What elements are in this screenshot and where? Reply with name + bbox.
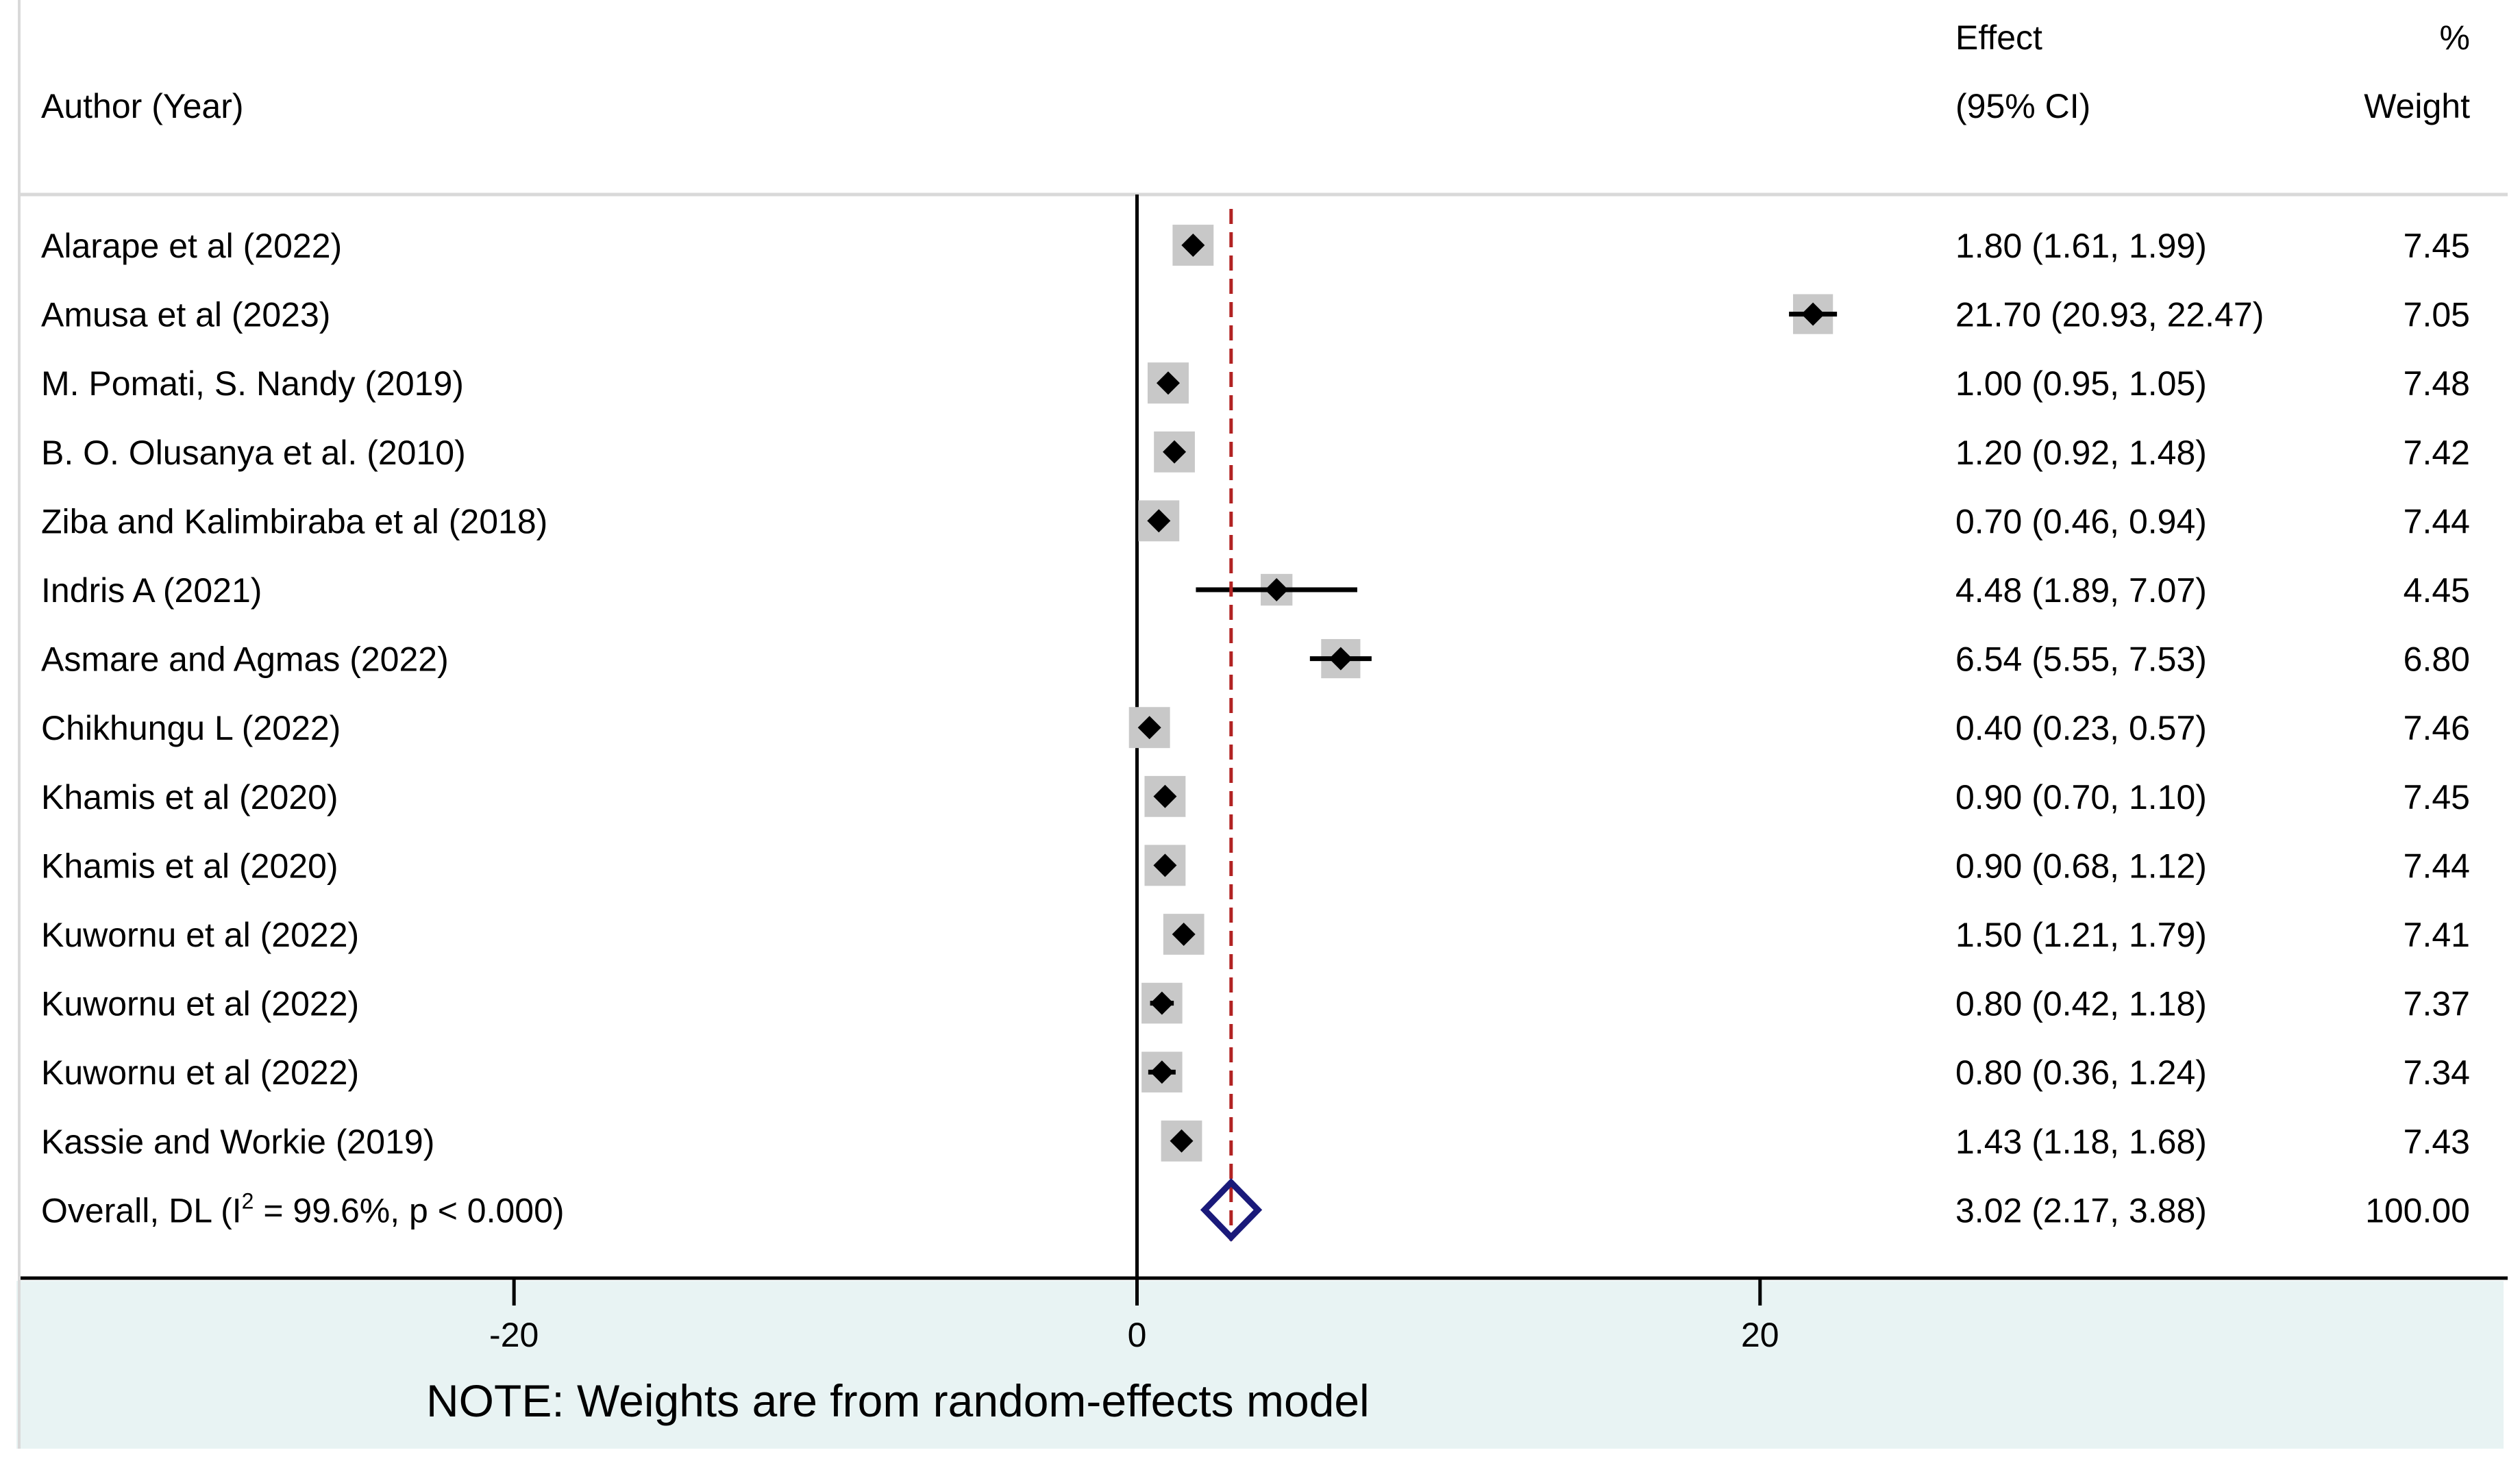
x-tick-label: 0 xyxy=(1128,1316,1147,1354)
weight-text: 7.41 xyxy=(2404,916,2470,954)
header-effect-line1: Effect xyxy=(1955,18,2042,57)
study-label: Alarape et al (2022) xyxy=(41,227,342,265)
x-tick-label: 20 xyxy=(1741,1316,1779,1354)
overall-ci-text: 3.02 (2.17, 3.88) xyxy=(1955,1191,2207,1229)
study-row: Asmare and Agmas (2022) 6.54 (5.55, 7.53)… xyxy=(41,638,2470,679)
study-label: Chikhungu L (2022) xyxy=(41,709,341,747)
header-effect-line2: (95% CI) xyxy=(1955,87,2090,125)
header-weight-line1: % xyxy=(2440,18,2470,57)
effect-marker xyxy=(1150,1060,1174,1084)
weight-text: 7.43 xyxy=(2404,1123,2470,1161)
study-label: Kuwornu et al (2022) xyxy=(41,1053,359,1092)
effect-ci-text: 1.50 (1.21, 1.79) xyxy=(1955,916,2207,954)
study-row: Kuwornu et al (2022) 1.50 (1.21, 1.79) 7.4… xyxy=(41,914,2470,955)
overall-diamond xyxy=(1200,1177,1263,1242)
study-row: B. O. Olusanya et al. (2010) 1.20 (0.92, … xyxy=(41,431,2470,473)
effect-marker xyxy=(1181,234,1205,257)
study-row: Chikhungu L (2022) 0.40 (0.23, 0.57) 7.46 xyxy=(41,707,2470,749)
weight-text: 7.45 xyxy=(2404,778,2470,816)
weight-text: 7.44 xyxy=(2404,847,2470,885)
effect-ci-text: 1.80 (1.61, 1.99) xyxy=(1955,227,2207,265)
effect-ci-text: 21.70 (20.93, 22.47) xyxy=(1955,296,2264,334)
overall-weight-text: 100.00 xyxy=(2365,1191,2470,1229)
study-label: Khamis et al (2020) xyxy=(41,778,338,816)
effect-ci-text: 1.20 (0.92, 1.48) xyxy=(1955,434,2207,472)
effect-ci-text: 1.43 (1.18, 1.68) xyxy=(1955,1123,2207,1161)
effect-marker xyxy=(1153,784,1177,808)
effect-ci-text: 0.40 (0.23, 0.57) xyxy=(1955,709,2207,747)
effect-marker xyxy=(1801,302,1825,326)
weight-text: 7.46 xyxy=(2404,709,2470,747)
effect-marker xyxy=(1150,991,1174,1015)
effect-marker xyxy=(1265,578,1289,601)
effect-marker xyxy=(1137,716,1161,740)
weight-text: 7.48 xyxy=(2404,364,2470,403)
effect-ci-text: 0.90 (0.68, 1.12) xyxy=(1955,847,2207,885)
study-row: Kuwornu et al (2022) 0.80 (0.42, 1.18) 7.3… xyxy=(41,982,2470,1024)
study-rows: Alarape et al (2022) 1.80 (1.61, 1.99) 7.4… xyxy=(41,225,2470,1162)
study-row: Amusa et al (2023) 21.70 (20.93, 22.47) 7.… xyxy=(41,294,2470,334)
effect-marker xyxy=(1172,923,1196,946)
study-label: Kassie and Workie (2019) xyxy=(41,1123,434,1161)
study-label: M. Pomati, S. Nandy (2019) xyxy=(41,364,464,403)
header-author: Author (Year) xyxy=(41,87,244,125)
header-weight-line2: Weight xyxy=(2364,87,2470,125)
weight-text: 4.45 xyxy=(2404,571,2470,610)
note-band xyxy=(16,1281,2504,1449)
effect-ci-text: 1.00 (0.95, 1.05) xyxy=(1955,364,2207,403)
effect-ci-text: 6.54 (5.55, 7.53) xyxy=(1955,640,2207,679)
x-tick-label: -20 xyxy=(489,1316,539,1354)
study-row: Indris A (2021) 4.48 (1.89, 7.07) 4.45 xyxy=(41,571,2470,610)
effect-marker xyxy=(1163,440,1187,464)
effect-ci-text: 0.90 (0.70, 1.10) xyxy=(1955,778,2207,816)
study-row: M. Pomati, S. Nandy (2019) 1.00 (0.95, 1.… xyxy=(41,362,2470,404)
study-row: Alarape et al (2022) 1.80 (1.61, 1.99) 7.4… xyxy=(41,225,2470,266)
weight-text: 6.80 xyxy=(2404,640,2470,679)
study-label: B. O. Olusanya et al. (2010) xyxy=(41,434,466,472)
study-label: Kuwornu et al (2022) xyxy=(41,985,359,1023)
effect-marker xyxy=(1153,853,1177,877)
weight-text: 7.45 xyxy=(2404,227,2470,265)
study-row: Ziba and Kalimbiraba et al (2018) 0.70 (0… xyxy=(41,500,2470,542)
effect-ci-text: 4.48 (1.89, 7.07) xyxy=(1955,571,2207,610)
study-label: Indris A (2021) xyxy=(41,571,262,610)
weight-text: 7.42 xyxy=(2404,434,2470,472)
effect-marker xyxy=(1170,1129,1194,1153)
weight-text: 7.44 xyxy=(2404,502,2470,540)
study-row: Khamis et al (2020) 0.90 (0.70, 1.10) 7.45 xyxy=(41,775,2470,817)
study-row: Kassie and Workie (2019) 1.43 (1.18, 1.68… xyxy=(41,1120,2470,1162)
effect-ci-text: 0.80 (0.42, 1.18) xyxy=(1955,985,2207,1023)
effect-marker xyxy=(1147,509,1171,533)
study-label: Kuwornu et al (2022) xyxy=(41,916,359,954)
study-label: Khamis et al (2020) xyxy=(41,847,338,885)
study-row: Khamis et al (2020) 0.90 (0.68, 1.12) 7.44 xyxy=(41,845,2470,886)
effect-ci-text: 0.70 (0.46, 0.94) xyxy=(1955,502,2207,540)
weight-text: 7.34 xyxy=(2404,1053,2470,1092)
effect-marker xyxy=(1156,371,1180,395)
study-row: Kuwornu et al (2022) 0.80 (0.36, 1.24) 7.3… xyxy=(41,1051,2470,1092)
weight-text: 7.05 xyxy=(2404,296,2470,334)
overall-row: Overall, DL (I2 = 99.6%, p < 0.000) 3.02 … xyxy=(41,209,2470,1242)
study-label: Asmare and Agmas (2022) xyxy=(41,640,449,679)
overall-label: Overall, DL (I2 = 99.6%, p < 0.000) xyxy=(41,1188,565,1229)
study-label: Ziba and Kalimbiraba et al (2018) xyxy=(41,502,547,540)
weight-text: 7.37 xyxy=(2404,985,2470,1023)
study-label: Amusa et al (2023) xyxy=(41,296,330,334)
effect-marker xyxy=(1329,647,1352,671)
effect-ci-text: 0.80 (0.36, 1.24) xyxy=(1955,1053,2207,1092)
note-text: NOTE: Weights are from random-effects mo… xyxy=(426,1375,1370,1426)
